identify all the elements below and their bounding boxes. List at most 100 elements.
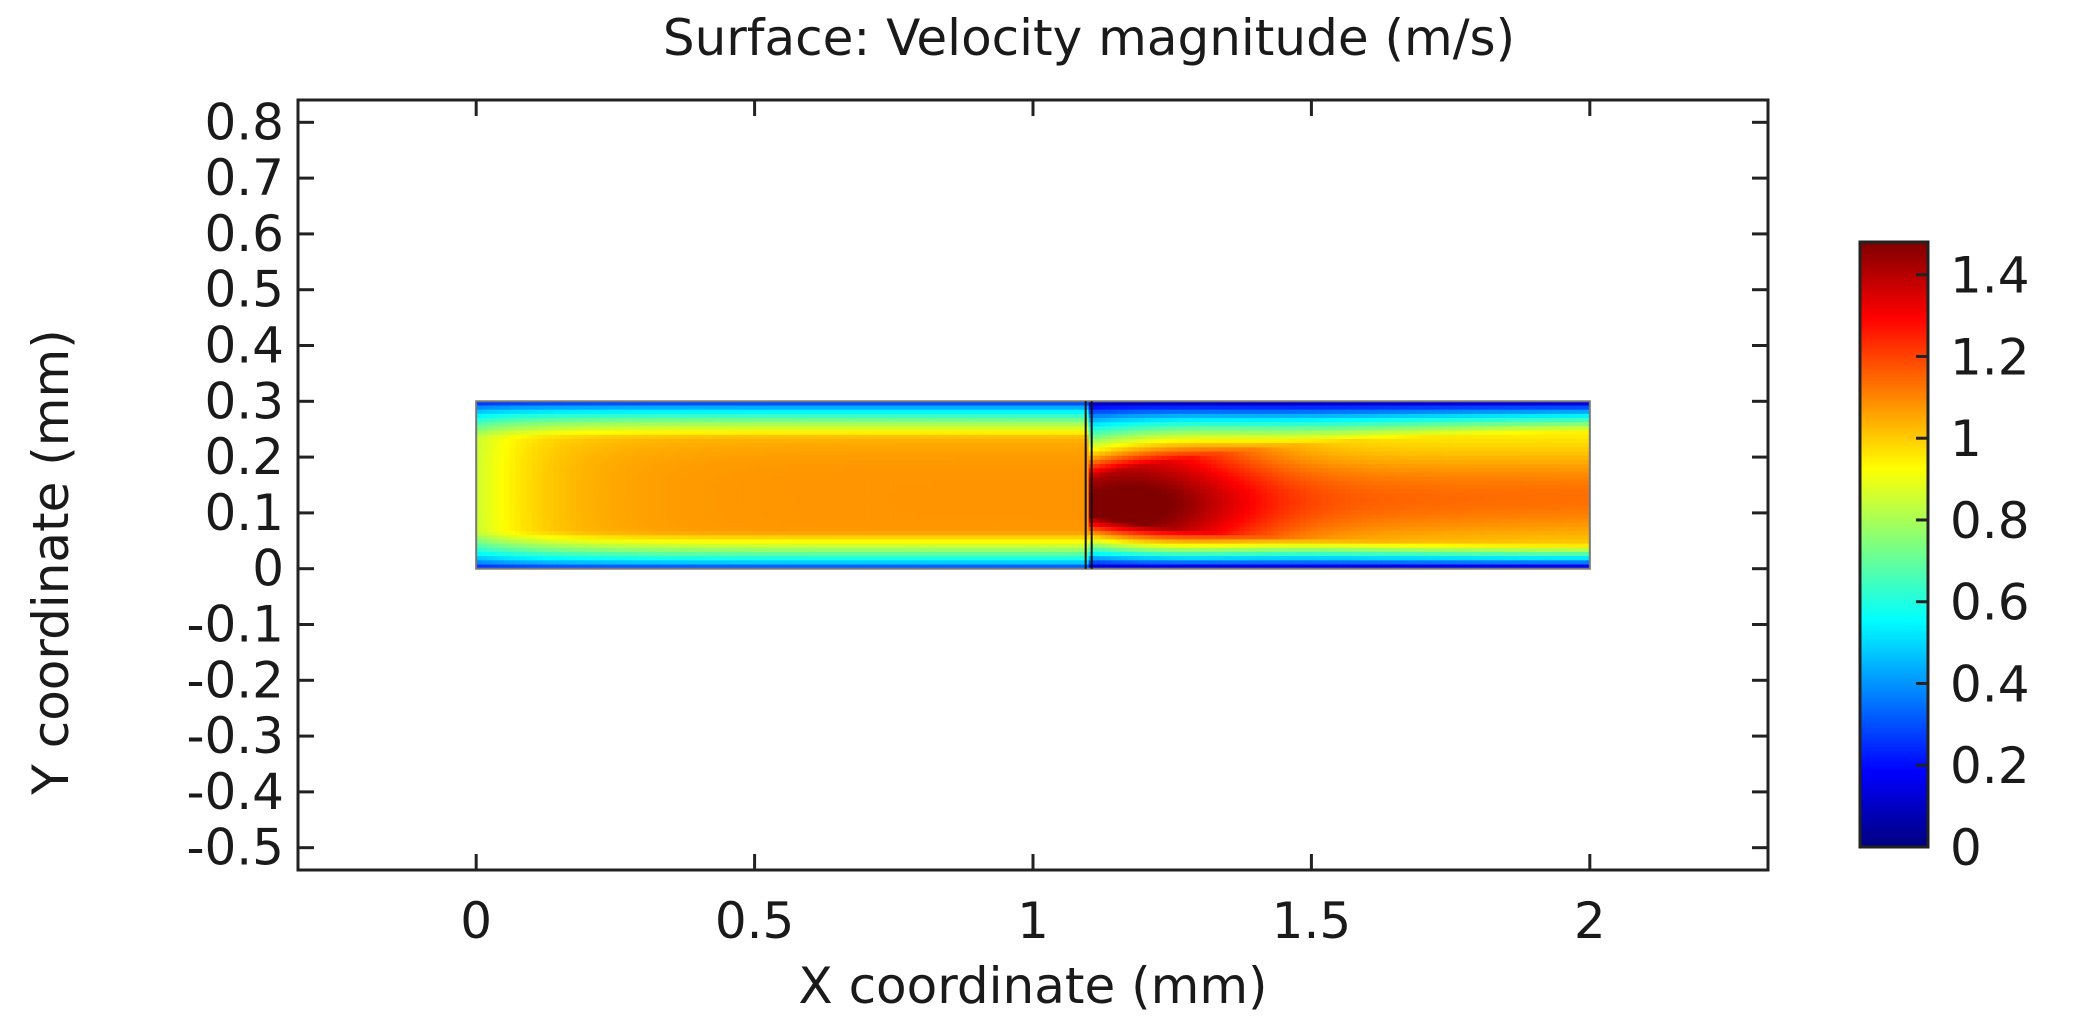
field-cell: [498, 539, 505, 545]
field-cell: [921, 497, 928, 503]
field-cell: [476, 522, 483, 528]
field-cell: [1094, 447, 1101, 453]
field-cell: [1038, 505, 1045, 511]
field-cell: [1122, 418, 1129, 423]
field-cell: [548, 551, 555, 557]
field-cell: [1010, 472, 1017, 478]
field-cell: [1161, 514, 1168, 520]
field-cell: [1144, 543, 1151, 549]
field-cell: [1010, 468, 1017, 474]
field-cell: [843, 447, 850, 453]
field-cell: [1155, 438, 1162, 444]
field-cell: [1060, 539, 1068, 545]
field-cell: [543, 539, 550, 545]
field-cell: [893, 468, 900, 474]
field-cell: [888, 418, 895, 423]
field-cell: [971, 405, 978, 411]
field-cell: [1127, 459, 1134, 465]
field-cell: [626, 547, 633, 553]
field-cell: [615, 413, 622, 419]
field-cell: [771, 468, 778, 474]
field-cell: [1144, 505, 1151, 511]
field-cell: [726, 418, 733, 423]
field-cell: [754, 468, 761, 474]
field-cell: [1099, 455, 1106, 461]
field-cell: [1116, 434, 1123, 440]
field-cell: [1144, 480, 1151, 486]
field-cell: [1099, 443, 1106, 448]
field-cell: [526, 413, 533, 419]
field-cell: [481, 518, 488, 524]
field-cell: [1116, 447, 1123, 453]
field-cell: [1071, 489, 1079, 494]
field-cell: [927, 547, 934, 553]
field-cell: [982, 547, 990, 553]
field-cell: [531, 405, 539, 411]
field-cell: [687, 556, 694, 561]
field-cell: [871, 556, 878, 561]
field-cell: [999, 514, 1006, 520]
field-cell: [665, 472, 672, 478]
field-cell: [999, 493, 1006, 499]
field-cell: [943, 489, 951, 494]
field-cell: [559, 430, 566, 436]
field-cell: [1133, 560, 1140, 566]
field-cell: [810, 472, 817, 478]
field-cell: [893, 539, 900, 545]
field-cell: [637, 560, 644, 566]
field-cell: [932, 405, 939, 411]
field-cell: [1060, 501, 1068, 507]
field-cell: [843, 459, 850, 465]
field-cell: [721, 422, 728, 428]
field-cell: [760, 426, 767, 432]
field-cell: [982, 551, 990, 557]
field-cell: [1149, 434, 1157, 440]
field-cell: [1138, 497, 1145, 503]
field-cell: [487, 497, 494, 503]
field-cell: [687, 451, 694, 457]
field-cell: [1110, 489, 1118, 494]
field-cell: [509, 430, 516, 436]
field-cell: [721, 459, 728, 465]
field-cell: [1016, 514, 1023, 520]
field-cell: [1149, 451, 1157, 457]
field-cell: [1149, 505, 1157, 511]
field-cell: [626, 535, 633, 540]
field-cell: [899, 560, 906, 566]
field-cell: [671, 493, 678, 499]
field-cell: [693, 501, 700, 507]
field-cell: [1055, 430, 1062, 436]
field-cell: [1021, 443, 1029, 448]
field-cell: [826, 514, 834, 520]
field-cell: [760, 547, 767, 553]
field-cell: [1149, 539, 1157, 545]
field-cell: [865, 418, 873, 423]
field-cell: [1116, 426, 1123, 432]
field-cell: [548, 564, 555, 569]
field-cell: [943, 455, 951, 461]
field-cell: [609, 464, 616, 469]
field-cell: [737, 438, 745, 444]
field-cell: [1133, 489, 1140, 494]
field-cell: [648, 430, 655, 436]
field-cell: [520, 438, 527, 444]
field-cell: [676, 451, 683, 457]
field-cell: [1099, 489, 1106, 494]
field-cell: [587, 405, 594, 411]
field-cell: [643, 472, 650, 478]
field-cell: [721, 409, 728, 415]
field-cell: [632, 518, 639, 524]
field-cell: [982, 543, 990, 549]
field-cell: [854, 497, 861, 503]
field-cell: [916, 518, 923, 524]
field-cell: [593, 426, 600, 432]
field-cell: [938, 497, 945, 503]
field-cell: [732, 468, 739, 474]
field-cell: [982, 501, 990, 507]
field-cell: [793, 485, 800, 490]
field-cell: [782, 514, 789, 520]
field-cell: [904, 547, 912, 553]
field-cell: [654, 459, 661, 465]
field-cell: [771, 564, 778, 569]
field-cell: [877, 518, 884, 524]
